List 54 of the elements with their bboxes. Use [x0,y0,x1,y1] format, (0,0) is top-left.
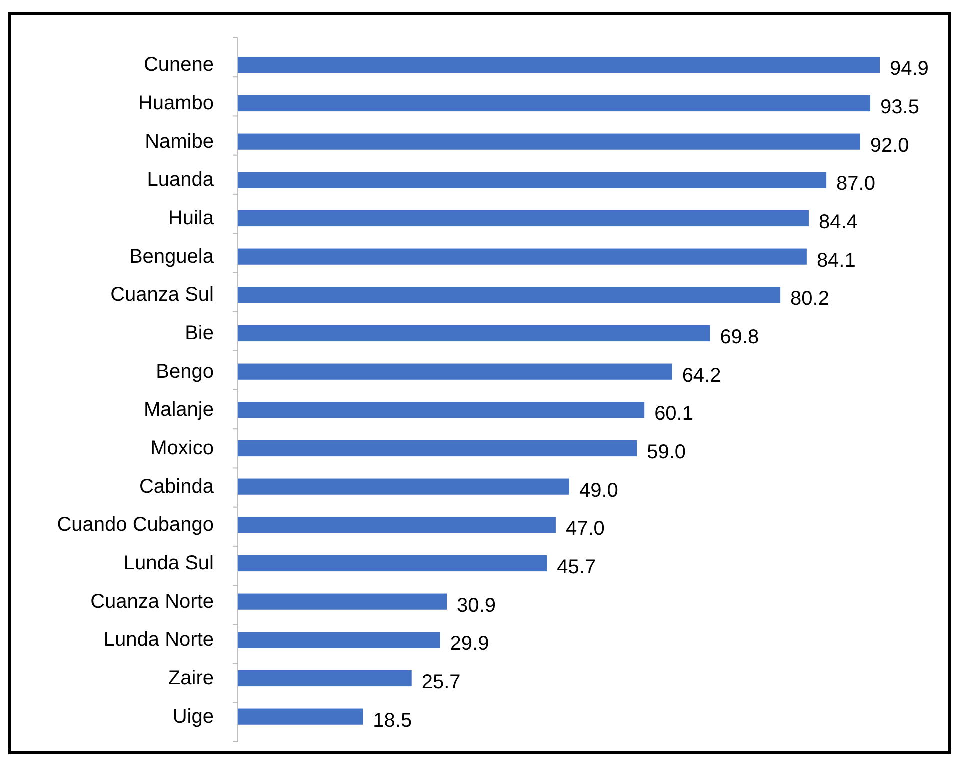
y-tick-label: Bie [185,322,214,344]
data-label: 87.0 [836,173,876,196]
bar [238,478,570,495]
y-tick-label: Moxico [150,438,214,460]
y-tick-label: Lunda Sul [124,552,214,574]
data-label: 59.0 [647,442,686,464]
y-tick-label: Bengo [156,360,214,383]
bar [238,632,440,648]
data-label: 69.8 [720,326,760,348]
data-label: 25.7 [422,672,461,694]
bar [238,134,860,150]
bar [238,210,809,227]
y-tick-label: Namibe [145,130,214,153]
data-label: 94.9 [890,58,929,80]
data-label: 84.1 [816,250,856,272]
y-tick-label: Cuando Cubango [57,514,214,536]
bar [238,555,548,572]
bar [238,402,645,418]
data-label: 92.0 [870,134,910,157]
data-label: 64.2 [682,364,722,387]
y-tick-label: Cunene [144,54,214,76]
y-tick-label: Lunda Norte [104,629,214,652]
bar [238,172,827,188]
bar [238,248,807,265]
data-label: 29.9 [450,633,490,656]
bar [238,57,880,74]
data-label: 30.9 [457,594,496,617]
y-tick-label: Malanje [144,399,214,422]
y-tick-label: Uige [172,706,214,728]
y-tick-label: Cuanza Norte [90,590,214,613]
bar [238,325,710,342]
bar [238,517,556,534]
data-label: 93.5 [880,96,920,118]
data-label: 45.7 [557,556,596,578]
data-label: 84.4 [818,212,858,234]
data-label: 47.0 [566,518,605,540]
y-tick-label: Huambo [138,92,214,114]
bar [238,287,781,304]
bar [238,594,448,610]
y-tick-label: Benguela [129,246,215,268]
data-label: 49.0 [579,480,618,502]
bar [238,364,672,380]
data-label: 80.2 [790,288,830,310]
bar [238,95,871,112]
y-tick-label: Cuanza Sul [110,284,214,306]
bar [238,440,638,457]
y-tick-label: Huila [168,208,215,230]
y-tick-label: Luanda [147,169,215,192]
y-tick-label: Zaire [168,668,214,690]
data-label: 60.1 [654,403,694,426]
bar [238,670,412,687]
data-label: 18.5 [373,710,412,732]
bar [238,708,364,725]
y-tick-label: Cabinda [139,476,215,498]
